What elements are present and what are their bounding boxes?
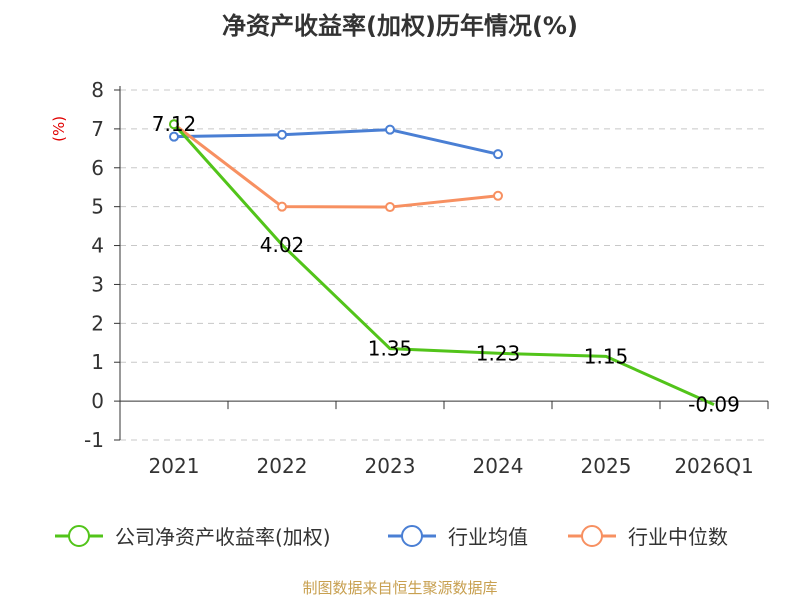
data-label: -0.09 (688, 393, 740, 417)
source-note: 制图数据来自恒生聚源数据库 (302, 579, 497, 597)
series-line (172, 123, 715, 406)
legend-label: 行业均值 (448, 525, 528, 549)
x-tick-label: 2022 (257, 454, 308, 478)
y-tick-label: 3 (91, 272, 104, 296)
legend-marker (401, 525, 423, 547)
data-labels: 7.12 4.02 1.35 1.23 1.15 -0.09 (152, 112, 740, 416)
data-label: 7.12 (152, 112, 197, 136)
axes: -1 0 1 2 3 4 5 6 7 8 2021 2022 2023 2024 2025 2026Q1 (84, 78, 769, 478)
chart-title: 净资产收益率(加权)历年情况(%) (222, 12, 578, 40)
y-tick-label: -1 (84, 428, 104, 452)
y-tick-label: 6 (91, 156, 104, 180)
series-point (169, 119, 179, 130)
data-label: 1.15 (584, 344, 629, 368)
legend-label: 行业中位数 (628, 525, 728, 549)
series-point (493, 149, 503, 160)
series-point (169, 131, 179, 142)
x-tick-label: 2021 (149, 454, 200, 478)
series-lines (169, 119, 715, 406)
y-tick-label: 4 (91, 234, 104, 258)
series-point (385, 124, 395, 135)
legend-item[interactable]: 行业中位数 (568, 525, 728, 549)
series-line (173, 128, 499, 156)
x-tick-label: 2023 (365, 454, 416, 478)
legend-label: 公司净资产收益率(加权) (115, 525, 331, 549)
y-tick-label: 8 (91, 78, 104, 102)
x-tick-label: 2025 (581, 454, 632, 478)
data-label: 4.02 (260, 233, 305, 257)
legend[interactable]: 公司净资产收益率(加权) 行业均值 行业中位数 (55, 525, 728, 549)
y-tick-label: 2 (91, 311, 104, 335)
x-tick-label: 2026Q1 (674, 454, 753, 478)
series-point (277, 129, 287, 140)
y-tick-label: 7 (91, 117, 104, 141)
y-tick-label: 5 (91, 195, 104, 219)
data-label: 1.23 (476, 341, 521, 365)
y-axis-label: (%) (50, 116, 68, 142)
y-tick-label: 0 (91, 389, 104, 413)
x-tick-label: 2024 (473, 454, 524, 478)
grid-lines (120, 89, 768, 441)
series-line (173, 123, 499, 209)
legend-item[interactable]: 公司净资产收益率(加权) (55, 525, 331, 549)
y-tick-label: 1 (91, 350, 104, 374)
legend-marker (581, 525, 603, 547)
legend-item[interactable]: 行业均值 (388, 525, 528, 549)
series-point (385, 202, 395, 213)
data-label: 1.35 (368, 337, 413, 361)
series-point (277, 201, 287, 212)
series-point (493, 190, 503, 201)
legend-marker (68, 525, 90, 547)
